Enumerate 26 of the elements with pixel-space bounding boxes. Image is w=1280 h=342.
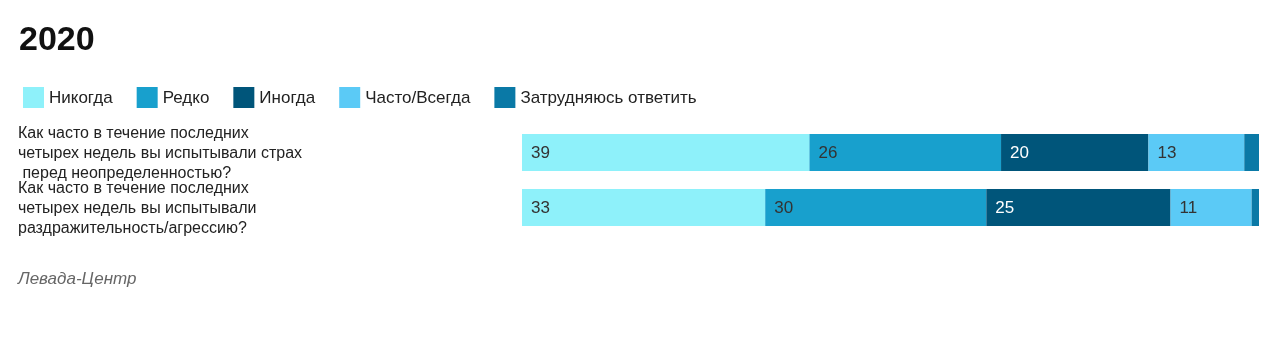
bar — [986, 189, 1171, 226]
bar — [522, 189, 766, 226]
bar — [1148, 134, 1245, 171]
legend-label: Иногда — [259, 88, 316, 107]
bar — [522, 134, 810, 171]
data-label: 25 — [995, 198, 1015, 217]
data-label: 30 — [774, 198, 794, 217]
data-label: 39 — [531, 143, 550, 162]
data-label: 11 — [1179, 198, 1198, 217]
legend-label: Никогда — [49, 88, 114, 107]
data-label: 20 — [1010, 143, 1029, 162]
bar — [1251, 189, 1259, 226]
text: Левада-Центр — [17, 269, 137, 288]
bar — [1001, 134, 1149, 171]
bar — [765, 189, 987, 226]
bar — [1170, 189, 1252, 226]
legend-label: Редко — [162, 88, 210, 107]
legend-label: Часто/Всегда — [365, 88, 471, 107]
data-label: 13 — [1157, 143, 1177, 162]
bar — [1244, 134, 1259, 171]
legend-label: Затрудняюсь ответить — [520, 88, 697, 107]
y-tick-label: Как часто в течение последних четырех недель вы испытывали страх перед неопределенностью? — [18, 124, 303, 181]
data-label: 26 — [818, 143, 838, 162]
bar — [809, 134, 1002, 171]
data-label: 33 — [531, 198, 550, 217]
text: 2020 — [19, 19, 95, 57]
